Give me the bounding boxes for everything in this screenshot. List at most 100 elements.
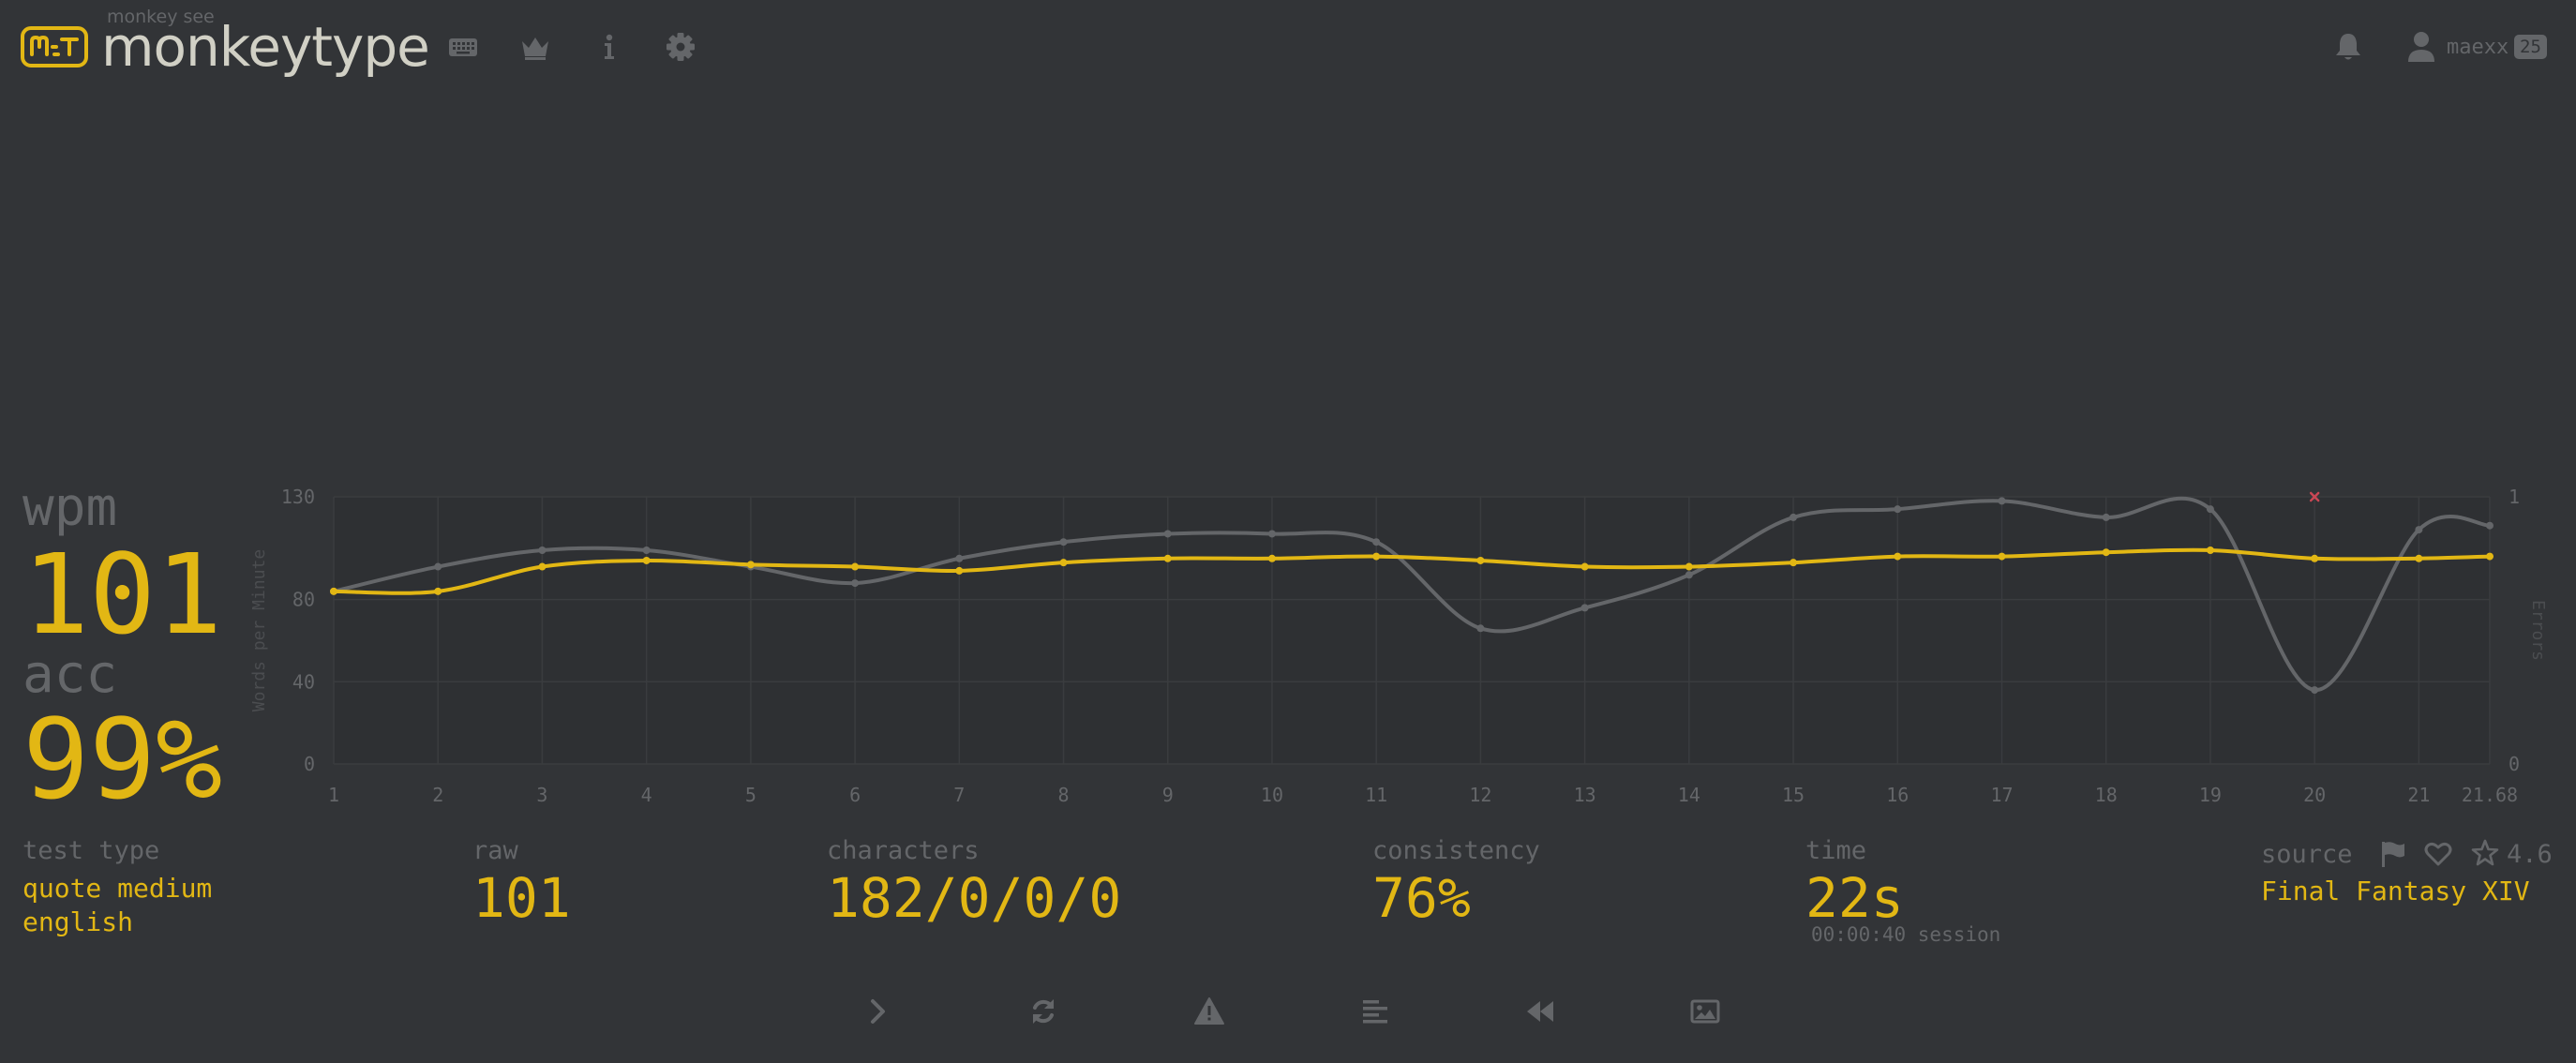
x-tick-label: 16 [1886,784,1909,806]
wpm-point [538,562,547,571]
raw-point [1580,604,1589,612]
chart-plot-area [334,497,2490,764]
wpm-series-line [333,547,2491,595]
y-tick-label: 130 [281,486,315,508]
wpm-point [955,566,964,575]
session-time: 00:00:40 session [1811,923,2001,946]
raw-point [2206,505,2214,514]
bell-icon[interactable] [2334,31,2362,63]
username[interactable]: maexx [2447,36,2509,59]
test-language-value: english [22,906,134,937]
raw-point [1372,538,1381,546]
error-marker [2309,491,2320,502]
x-tick-label: 5 [745,784,756,806]
wpm-point [1998,552,2006,561]
x-tick-label: 6 [849,784,861,806]
monkeytype-logo-icon[interactable] [21,26,88,67]
x-tick-label: 21 [2407,784,2430,806]
wpm-point [1476,556,1485,564]
raw-point [1163,530,1172,538]
heart-icon[interactable] [2424,840,2452,868]
consistency-value: 76% [1372,866,1471,930]
wpm-point [1163,554,1172,562]
y2-tick-label: 1 [2509,486,2520,508]
restart-icon[interactable] [1027,996,1059,1027]
wpm-point [1580,562,1589,571]
raw-point [2415,526,2423,534]
x-tick-label: 1 [328,784,339,806]
wpm-point [1894,552,1902,561]
star-icon[interactable] [2471,839,2499,867]
wpm-value: 101 [22,530,223,659]
screenshot-icon[interactable] [1689,996,1721,1027]
test-type-value: quote medium [22,873,213,904]
wpm-point [1059,559,1068,567]
raw-point [2102,513,2110,521]
x-tick-label: 17 [1990,784,2013,806]
source-label: source [2261,840,2353,869]
y-tick-label: 80 [292,589,315,611]
acc-value: 99% [22,695,223,824]
raw-point [642,546,651,554]
wpm-label: wpm [22,477,118,538]
warning-icon[interactable] [1193,996,1225,1027]
characters-label: characters [827,836,980,865]
raw-point [1267,530,1276,538]
raw-point [1476,624,1485,633]
wpm-point [2311,554,2319,562]
x-tick-label: 10 [1261,784,1283,806]
x-tick-label: 7 [953,784,965,806]
raw-point [2486,521,2494,530]
wpm-point [434,587,442,595]
user-icon[interactable] [2407,30,2435,64]
raw-point [955,554,964,562]
keyboard-icon[interactable] [446,30,480,64]
logo-subtitle: monkey see [107,7,215,27]
level-badge: 25 [2514,35,2547,59]
replay-icon[interactable] [1524,996,1556,1027]
y-tick-label: 40 [292,670,315,693]
wpm-point [642,556,651,564]
characters-value: 182/0/0/0 [827,866,1122,930]
flag-icon[interactable] [2379,840,2407,868]
logo-text[interactable]: monkeytype [101,15,430,79]
x-tick-label: 13 [1574,784,1596,806]
consistency-label: consistency [1372,836,1540,865]
time-value: 22s [1805,866,1904,930]
raw-point [851,579,860,588]
next-test-icon[interactable] [862,996,894,1027]
raw-point [1059,538,1068,546]
wpm-point [2486,552,2494,561]
wpm-point [2206,546,2214,554]
info-icon[interactable] [592,30,626,64]
x-tick-label: 14 [1678,784,1700,806]
x-tick-label: 8 [1058,784,1070,806]
y-tick-label: 0 [304,753,315,775]
raw-point [1685,571,1693,579]
x-tick-label: 9 [1162,784,1174,806]
x-tick-label: 21.68 [2462,784,2518,806]
wpm-point [2415,554,2423,562]
raw-label: raw [472,836,518,865]
x-tick-label: 15 [1782,784,1805,806]
x-tick-label: 4 [641,784,652,806]
x-tick-label: 11 [1365,784,1387,806]
wpm-point [746,561,755,569]
raw-point [2311,686,2319,695]
acc-label: acc [22,644,118,705]
time-label: time [1805,836,1867,865]
raw-value: 101 [472,866,571,930]
wpm-point [330,587,337,595]
raw-point [1894,505,1902,514]
wpm-point [1790,559,1798,567]
wpm-point [1685,562,1693,571]
wpm-point [1267,554,1276,562]
word-history-icon[interactable] [1359,996,1391,1027]
x-tick-label: 20 [2303,784,2326,806]
wpm-point [1372,552,1381,561]
x-tick-label: 2 [432,784,443,806]
gear-icon[interactable] [664,30,697,64]
source-value: Final Fantasy XIV [2261,876,2530,906]
x-tick-label: 19 [2199,784,2222,806]
crown-icon[interactable] [518,30,552,64]
